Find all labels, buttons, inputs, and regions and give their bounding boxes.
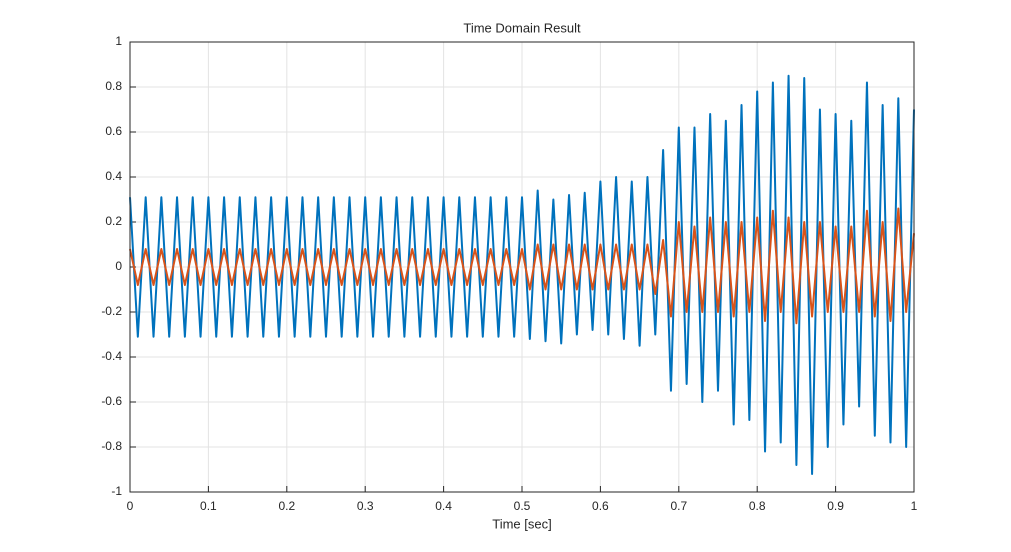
x-tick-label: 0: [127, 499, 134, 513]
y-tick-label: 1: [115, 34, 122, 48]
x-axis-label: Time [sec]: [492, 516, 551, 531]
x-tick-label: 0.3: [357, 499, 374, 513]
x-tick-label: 0.2: [278, 499, 295, 513]
data-line: [129, 207, 915, 325]
x-tick-label: 0.5: [514, 499, 531, 513]
chart-title: Time Domain Result: [463, 20, 581, 35]
y-tick-label: -1: [111, 484, 122, 498]
x-tick-label: 0.9: [827, 499, 844, 513]
y-tick-label: 0.6: [105, 124, 122, 138]
x-tick-label: 0.8: [749, 499, 766, 513]
y-tick-label: -0.8: [101, 439, 122, 453]
y-tick-label: 0.2: [105, 214, 122, 228]
plot-frame: [129, 41, 915, 493]
data-line: [129, 74, 915, 475]
x-tick-label: 1: [911, 499, 918, 513]
y-tick-label: 0: [115, 259, 122, 273]
y-tick-label: -0.2: [101, 304, 122, 318]
y-tick-label: 0.8: [105, 79, 122, 93]
y-tick-label: 0.4: [105, 169, 122, 183]
x-tick-label: 0.6: [592, 499, 609, 513]
x-tick-label: 0.4: [435, 499, 452, 513]
x-tick-label: 0.1: [200, 499, 217, 513]
x-tick-label: 0.7: [670, 499, 687, 513]
y-tick-label: -0.6: [101, 394, 122, 408]
y-tick-label: -0.4: [101, 349, 122, 363]
